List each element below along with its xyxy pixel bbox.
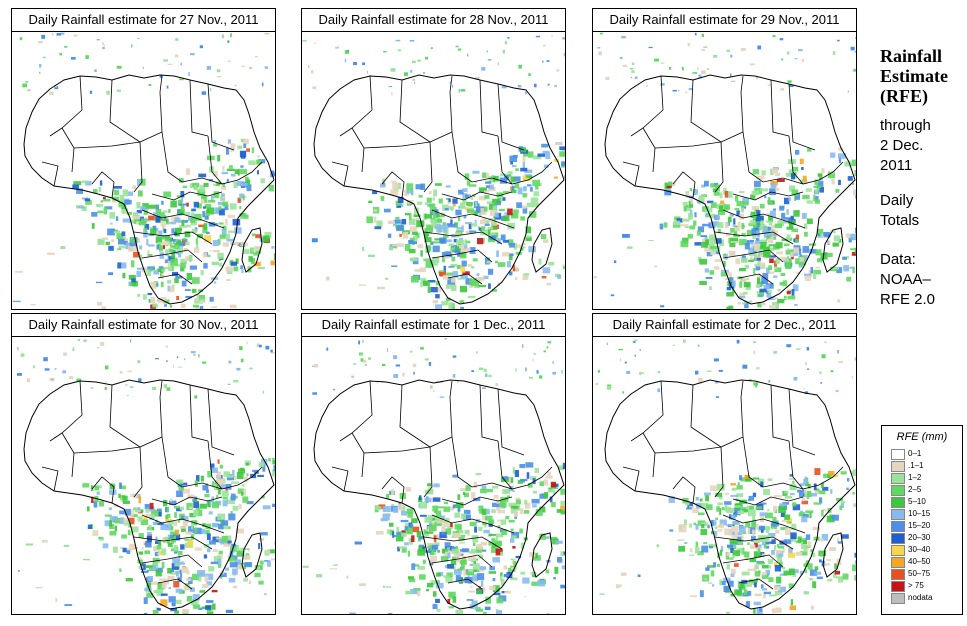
country-borders	[622, 380, 844, 590]
rainfall-field	[595, 339, 856, 614]
data-source: Data: NOAA– RFE 2.0	[880, 250, 935, 310]
legend-label: 2–5	[908, 485, 922, 494]
rainfall-field	[19, 32, 275, 309]
legend-swatch	[891, 521, 905, 532]
legend-swatch	[891, 485, 905, 496]
panel-title: Daily Rainfall estimate for 2 Dec., 2011	[592, 313, 857, 337]
through-year-line: 2011	[880, 157, 913, 174]
madagascar-coastline	[241, 227, 263, 273]
legend-label: 30–40	[908, 545, 931, 554]
ocean-rainfall	[17, 537, 275, 614]
title-line: Estimate	[880, 66, 948, 86]
rainfall-map	[301, 336, 566, 615]
ocean-rainfall	[593, 233, 841, 309]
legend-swatch	[891, 509, 905, 520]
legend-label: 50–75	[908, 569, 931, 578]
ocean-rainfall	[599, 538, 836, 610]
rainfall-map	[301, 31, 566, 310]
country-borders	[331, 380, 553, 590]
country-borders	[622, 75, 844, 285]
legend-swatch	[891, 557, 905, 568]
country-borders	[331, 75, 553, 285]
madagascar-coastline	[822, 532, 844, 578]
data-source-line: RFE 2.0	[880, 291, 936, 308]
through-date-line: 2 Dec.	[880, 137, 924, 154]
legend-label: 20–30	[908, 533, 931, 542]
rainfall-field	[302, 35, 565, 309]
country-borders	[41, 380, 263, 590]
legend-swatch	[891, 473, 905, 484]
rainfall-map	[11, 31, 276, 310]
panel-title: Daily Rainfall estimate for 27 Nov., 201…	[11, 8, 276, 32]
country-borders	[41, 75, 263, 285]
ocean-rainfall	[311, 233, 565, 304]
map-panel-28-nov: Daily Rainfall estimate for 28 Nov., 201…	[301, 8, 566, 310]
legend-swatch	[891, 533, 905, 544]
rfe-legend: RFE (mm) 0–1 .1–1 1–2 2–5 5–10 10–15 15–…	[881, 425, 963, 615]
daily-label: Daily	[880, 192, 914, 209]
panel-title: Daily Rainfall estimate for 30 Nov., 201…	[11, 313, 276, 337]
data-source-line: NOAA–	[880, 271, 931, 288]
madagascar-coastline	[822, 227, 844, 273]
legend-swatch	[891, 545, 905, 556]
legend-label: 10–15	[908, 509, 931, 518]
title-line: Rainfall	[880, 46, 943, 66]
through-date: through 2 Dec. 2011	[880, 116, 931, 176]
rainfall-map	[11, 336, 276, 615]
legend-label: 40–50	[908, 557, 931, 566]
legend-swatch	[891, 593, 905, 604]
legend-label: nodata	[908, 593, 933, 602]
legend-title: RFE (mm)	[896, 431, 948, 443]
legend-swatch	[891, 581, 905, 592]
panel-title: Daily Rainfall estimate for 1 Dec., 2011	[301, 313, 566, 337]
rainfall-map	[592, 31, 857, 310]
rainfall-field	[597, 32, 856, 309]
product-title: Rainfall Estimate (RFE)	[880, 46, 965, 106]
panel-title: Daily Rainfall estimate for 28 Nov., 201…	[301, 8, 566, 32]
ocean-rainfall	[12, 237, 265, 309]
legend-swatch	[891, 497, 905, 508]
legend-label: .1–1	[908, 461, 924, 470]
map-panel-2-dec: Daily Rainfall estimate for 2 Dec., 2011	[592, 313, 857, 615]
data-label: Data:	[880, 251, 916, 268]
map-panel-27-nov: Daily Rainfall estimate for 27 Nov., 201…	[11, 8, 276, 310]
madagascar-coastline	[531, 227, 553, 273]
legend-swatch	[891, 461, 905, 472]
rainfall-field	[312, 338, 565, 614]
rainfall-field	[17, 339, 275, 614]
totals-label: Totals	[880, 212, 920, 229]
map-panel-29-nov: Daily Rainfall estimate for 29 Nov., 201…	[592, 8, 857, 310]
through-label: through	[880, 117, 931, 134]
daily-totals: Daily Totals	[880, 191, 919, 231]
madagascar-coastline	[531, 532, 553, 578]
legend-swatch	[891, 569, 905, 580]
map-panel-30-nov: Daily Rainfall estimate for 30 Nov., 201…	[11, 313, 276, 615]
legend-label: 1–2	[908, 473, 922, 482]
legend-label: 5–10	[908, 497, 926, 506]
rainfall-map	[592, 336, 857, 615]
panel-title: Daily Rainfall estimate for 29 Nov., 201…	[592, 8, 857, 32]
legend-label: 0–1	[908, 449, 922, 458]
madagascar-coastline	[241, 532, 263, 578]
legend-label: > 75	[908, 581, 924, 590]
map-panel-1-dec: Daily Rainfall estimate for 1 Dec., 2011	[301, 313, 566, 615]
legend-swatch	[891, 449, 905, 460]
legend-label: 15–20	[908, 521, 931, 530]
title-line: (RFE)	[880, 86, 928, 106]
